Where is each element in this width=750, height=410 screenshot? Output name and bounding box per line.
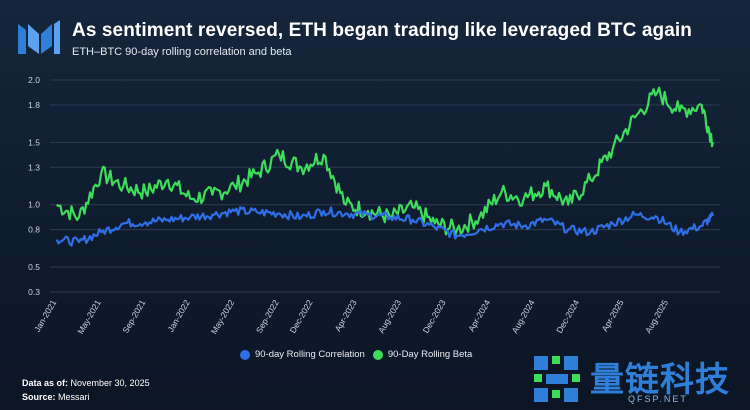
y-tick-label: 1.0 [28,200,40,210]
chart-title: As sentiment reversed, ETH began trading… [72,20,692,41]
legend-swatch-correlation [240,349,250,360]
x-tick-label: Sep-2021 [120,298,147,335]
x-tick-label: Aug-2023 [376,298,403,335]
x-tick-label: Jan-2022 [165,298,192,334]
x-tick-label: Jan-2021 [32,298,59,334]
watermark: 量链科技 QFSP.NET [528,350,750,410]
series-line-correlation [55,206,714,247]
legend-label-correlation: 90-day Rolling Correlation [255,349,365,360]
y-axis-ticks: 0.3 0.5 0.8 1.0 1.3 1.5 1.8 2.0 [28,75,40,297]
source: Source: Messari [22,392,90,402]
x-axis-ticks: Jan-2021 May-2021 Sep-2021 Jan-2022 May-2022… [32,298,670,336]
legend: 90-day Rolling Correlation 90-Day Rollin… [240,349,472,360]
y-tick-label: 0.3 [28,287,40,297]
messari-logo-icon [18,20,60,54]
x-tick-label: Sep-2022 [254,298,281,335]
source-value: Messari [58,392,90,402]
data-as-of: Data as of: November 30, 2025 [22,378,150,388]
legend-item-beta: 90-Day Rolling Beta [372,349,473,360]
x-tick-label: May-2021 [75,298,103,336]
x-tick-label: May-2022 [209,298,237,336]
y-tick-label: 1.5 [28,137,40,147]
chart-subtitle: ETH–BTC 90-day rolling correlation and b… [72,46,292,58]
grid-lines [50,79,720,293]
data-as-of-value: November 30, 2025 [70,378,150,388]
x-tick-label: Dec-2022 [288,298,315,335]
watermark-logo-icon [534,356,580,402]
data-as-of-label: Data as of: [22,378,69,388]
x-tick-label: Aug-2024 [510,298,537,335]
legend-label-beta: 90-Day Rolling Beta [387,349,473,360]
watermark-subtext: QFSP.NET [628,394,688,404]
legend-swatch-beta [372,349,383,360]
y-tick-label: 1.3 [28,162,40,172]
x-tick-label: Apr-2023 [333,298,359,334]
legend-item-correlation: 90-day Rolling Correlation [240,349,365,360]
x-tick-label: Dec-2024 [554,298,581,335]
x-tick-label: Apr-2025 [599,298,625,334]
y-tick-label: 1.8 [28,100,40,110]
x-tick-label: Aug-2025 [643,298,670,335]
x-tick-label: Apr-2024 [466,298,492,334]
series-lines [55,86,714,247]
source-label: Source: [22,392,56,402]
watermark-text: 量链科技 [590,361,730,399]
y-tick-label: 0.5 [28,262,40,272]
x-tick-label: Dec-2023 [421,298,448,335]
y-tick-label: 0.8 [28,225,40,235]
y-tick-label: 2.0 [28,75,40,85]
